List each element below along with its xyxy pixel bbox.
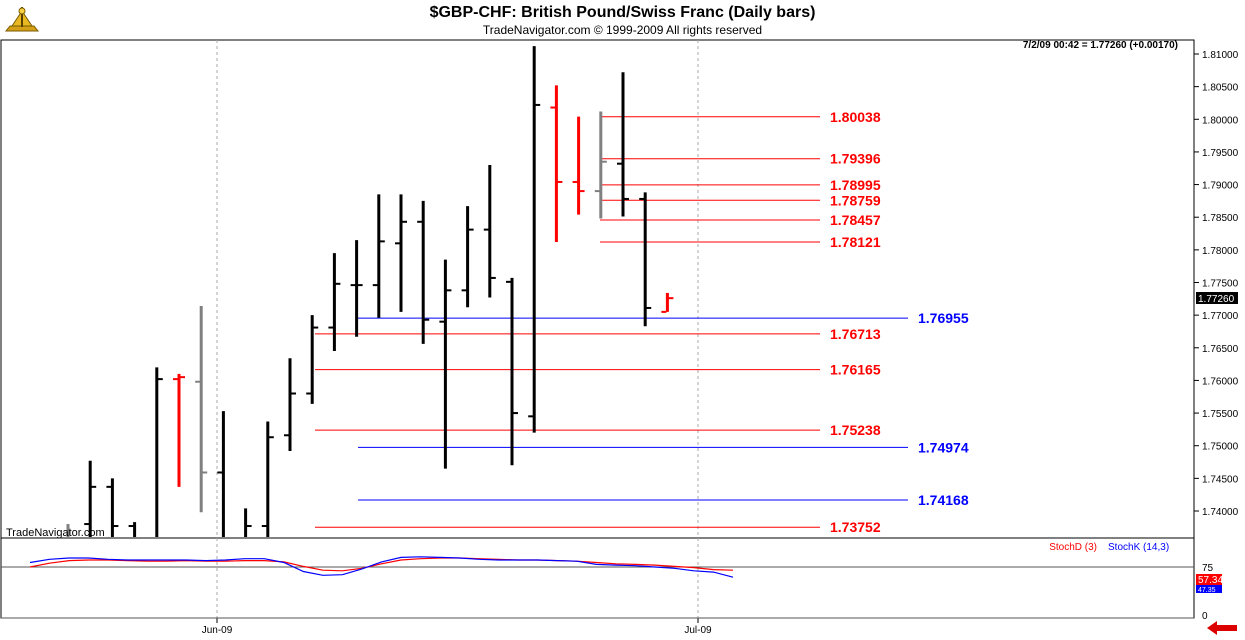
quote-readout: 7/2/09 00:42 = 1.77260 (+0.00170) (1023, 40, 1178, 51)
level-label: 1.76165 (830, 362, 881, 378)
y-tick-label: 1.80000 (1202, 115, 1239, 126)
y-tick-label: 1.76000 (1202, 376, 1239, 387)
sextant-icon (4, 7, 40, 32)
stochd-value: 57.34 (1198, 575, 1223, 586)
y-tick-label: 1.76500 (1202, 344, 1239, 355)
y-tick-label: 1.74000 (1202, 507, 1239, 518)
stoch-tick-label: 75 (1202, 563, 1214, 574)
y-tick-label: 1.77500 (1202, 279, 1239, 290)
level-label: 1.76713 (830, 326, 881, 342)
last-price-label: 1.77260 (1198, 294, 1235, 305)
y-tick-label: 1.77000 (1202, 311, 1239, 322)
stoch-series-line (29, 556, 734, 578)
stoch-tick-label: 0 (1202, 611, 1208, 622)
stochk-value: 47.35 (1198, 587, 1216, 594)
stochd-value-box (1196, 574, 1222, 585)
stoch-panel (0, 537, 1195, 619)
level-label: 1.75238 (830, 422, 881, 438)
stoch-series-line (29, 557, 734, 572)
y-tick-label: 1.75500 (1202, 409, 1239, 420)
watermark: TradeNavigator.com (6, 527, 105, 539)
level-label: 1.74168 (918, 492, 969, 508)
y-tick-label: 1.78000 (1202, 246, 1239, 257)
level-label: 1.78121 (830, 234, 881, 250)
date-axis: Jun-09 Jul-09 (202, 618, 712, 636)
y-tick-label: 1.74500 (1202, 474, 1239, 485)
last-price-box (1196, 292, 1238, 304)
y-tick-label: 1.80500 (1202, 83, 1239, 94)
level-label: 1.73752 (830, 519, 881, 535)
level-label: 1.80038 (830, 109, 881, 125)
legend-stochk: StochK (14,3) (1108, 542, 1169, 553)
left-arrow-icon[interactable] (1207, 621, 1237, 635)
chart-title: $GBP-CHF: British Pound/Swiss Franc (Dai… (429, 4, 816, 21)
bars-layer (66, 46, 674, 537)
price-axis: 1.74000 1.74500 1.75000 1.75500 1.76000 1.765… (1194, 50, 1239, 518)
y-tick-label: 1.81000 (1202, 50, 1239, 61)
y-tick-label: 1.78500 (1202, 213, 1239, 224)
level-label: 1.78995 (830, 177, 881, 193)
level-label: 1.78457 (830, 212, 881, 228)
level-label: 1.74974 (918, 439, 969, 455)
y-tick-label: 1.75000 (1202, 442, 1239, 453)
y-tick-label: 1.79500 (1202, 148, 1239, 159)
level-label: 1.76955 (918, 310, 969, 326)
legend-stochd: StochD (3) (1049, 542, 1097, 553)
level-label: 1.79396 (830, 151, 881, 167)
x-tick-label: Jun-09 (202, 625, 233, 636)
stochk-value-box (1196, 585, 1222, 593)
chart-subtitle: TradeNavigator.com © 1999-2009 All right… (482, 23, 763, 37)
level-label: 1.78759 (830, 192, 881, 208)
x-tick-label: Jul-09 (684, 625, 712, 636)
y-tick-label: 1.79000 (1202, 181, 1239, 192)
